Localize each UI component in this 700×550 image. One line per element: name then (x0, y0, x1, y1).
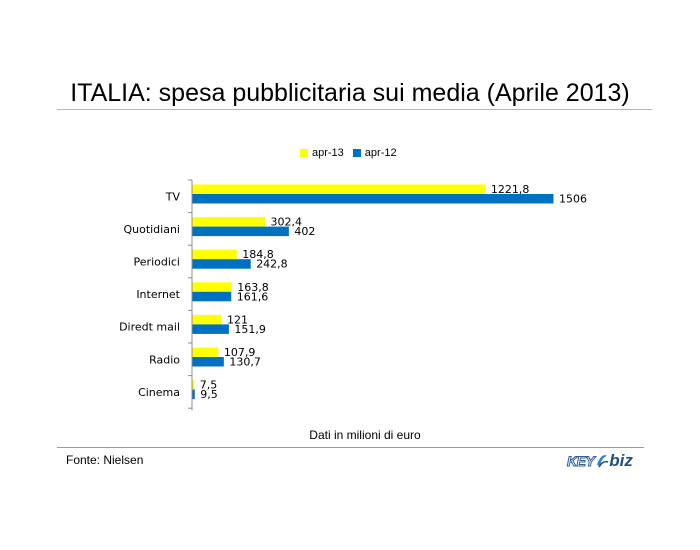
legend-item-apr-12: apr-12 (352, 146, 397, 160)
units-note: Dati in milioni di euro (309, 428, 421, 442)
category-label-radio: Radio (149, 353, 180, 366)
chart-title: ITALIA: spesa pubblicitaria sui media (A… (70, 79, 630, 107)
bar-apr-12-internet (192, 291, 232, 302)
legend-swatch-apr-13 (300, 149, 308, 157)
category-label-cinema: Cinema (138, 386, 180, 399)
title-divider (57, 109, 652, 110)
bar-apr-13-quotidiani (192, 217, 265, 227)
logo-swoosh-icon (597, 455, 609, 468)
logo-biz-text: biz (609, 451, 633, 470)
data-label-apr-12-quotidiani: 402 (294, 225, 315, 238)
data-label-apr-13-tv: 1221,8 (491, 183, 529, 196)
bar-apr-13-cinema (192, 380, 195, 390)
data-label-apr-12-internet: 161,6 (237, 290, 269, 303)
legend-label-apr-12: apr-12 (364, 147, 397, 159)
data-label-apr-12-tv: 1506 (559, 193, 587, 206)
bar-apr-12-tv (192, 194, 554, 204)
keybiz-logo: KEY biz (566, 451, 633, 471)
bar-apr-13-internet (192, 282, 232, 292)
bar-apr-12-quotidiani (192, 226, 289, 237)
data-label-apr-13-internet: 163,8 (237, 281, 269, 294)
source-credit: Fonte: Nielsen (66, 453, 144, 467)
data-label-apr-13-quotidiani: 302,4 (270, 216, 302, 229)
data-label-apr-13-cinema: 7,5 (200, 379, 218, 392)
logo-key-text: KEY (566, 453, 595, 470)
legend-label-apr-13: apr-13 (312, 147, 344, 159)
data-label-apr-12-periodici: 242,8 (256, 258, 288, 271)
bar-apr-13-periodici (192, 249, 237, 260)
data-label-apr-12-diredt-mail: 151,9 (234, 323, 266, 336)
bar-apr-12-cinema (192, 389, 195, 400)
data-label-apr-13-diredt-mail: 121 (227, 313, 248, 326)
category-label-internet: Internet (136, 288, 180, 301)
data-label-apr-13-periodici: 184,8 (242, 248, 274, 261)
bar-apr-13-tv (192, 184, 486, 194)
bar-apr-13-diredt-mail (192, 314, 222, 325)
data-label-apr-12-radio: 130,7 (229, 356, 261, 369)
bar-apr-13-radio (192, 347, 219, 357)
category-label-quotidiani: Quotidiani (123, 223, 180, 236)
category-label-periodici: Periodici (134, 256, 180, 269)
legend-swatch-apr-12 (352, 149, 361, 157)
bar-apr-12-periodici (192, 259, 251, 269)
bar-apr-12-radio (192, 357, 224, 367)
data-label-apr-12-cinema: 9,5 (200, 388, 218, 401)
bar-apr-12-diredt-mail (192, 324, 229, 334)
chart-legend: apr-13 apr-12 (300, 146, 406, 160)
category-label-tv: TV (165, 190, 181, 203)
footer-divider (57, 447, 644, 448)
category-label-diredt-mail: Diredt mail (119, 321, 180, 334)
data-label-apr-13-radio: 107,9 (224, 346, 256, 359)
legend-item-apr-13: apr-13 (300, 146, 344, 160)
